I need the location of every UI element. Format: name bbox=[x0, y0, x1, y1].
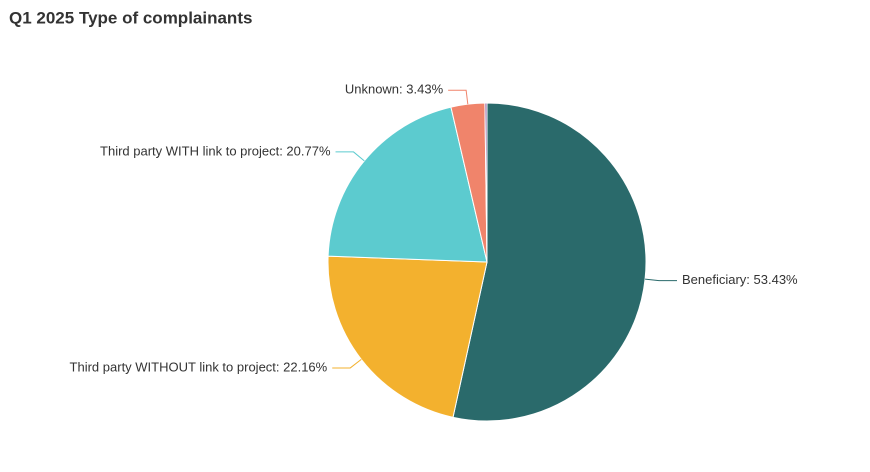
data-label: Third party WITHOUT link to project: 22.… bbox=[70, 359, 328, 374]
chart-title: Q1 2025 Type of complainants bbox=[9, 8, 252, 27]
leader-line bbox=[448, 89, 469, 105]
pie-slice bbox=[452, 102, 647, 422]
leader-line bbox=[645, 278, 677, 282]
data-label: Beneficiary: 53.43% bbox=[682, 272, 798, 287]
leader-line bbox=[332, 358, 362, 369]
pie-slice bbox=[484, 102, 488, 263]
leader-line bbox=[335, 151, 365, 162]
data-label: Unknown: 3.43% bbox=[345, 82, 444, 97]
data-label: Third party WITH link to project: 20.77% bbox=[100, 143, 331, 158]
